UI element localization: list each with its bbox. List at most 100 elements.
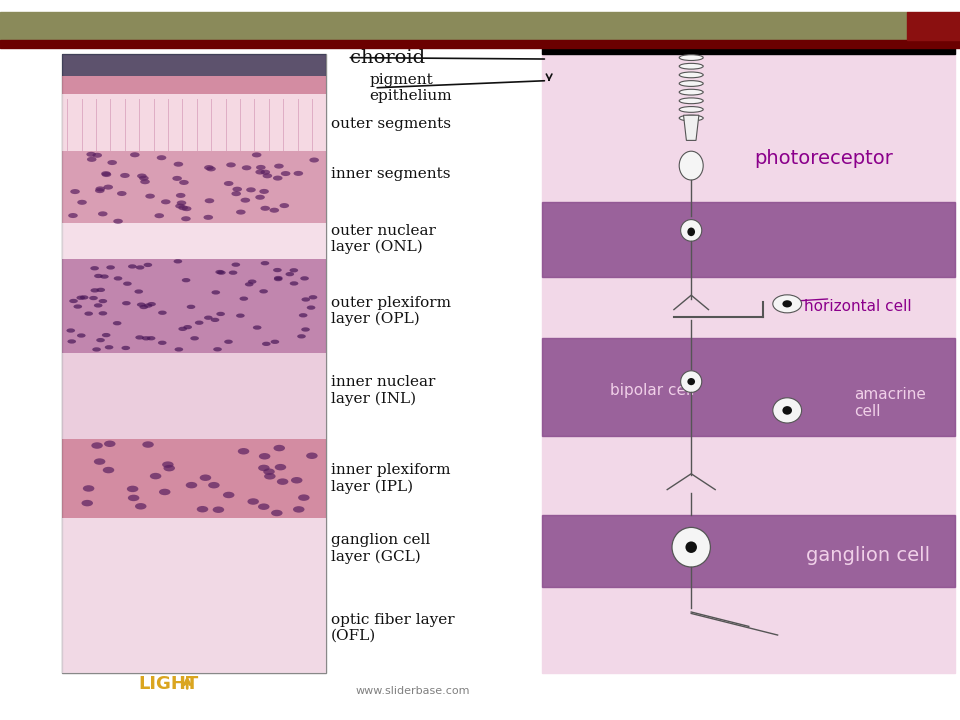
Ellipse shape	[291, 477, 302, 484]
Ellipse shape	[128, 495, 139, 501]
Ellipse shape	[113, 321, 122, 325]
Ellipse shape	[204, 165, 214, 170]
Ellipse shape	[176, 193, 185, 198]
Ellipse shape	[274, 445, 285, 451]
Ellipse shape	[208, 482, 220, 488]
Ellipse shape	[77, 333, 85, 338]
Ellipse shape	[281, 171, 291, 176]
Ellipse shape	[298, 334, 306, 338]
Ellipse shape	[679, 63, 703, 69]
Ellipse shape	[263, 469, 275, 475]
Ellipse shape	[94, 303, 103, 307]
Ellipse shape	[236, 313, 245, 318]
Ellipse shape	[275, 464, 286, 470]
Ellipse shape	[68, 213, 78, 218]
Ellipse shape	[259, 453, 271, 459]
Ellipse shape	[128, 264, 136, 269]
Ellipse shape	[213, 506, 225, 513]
Ellipse shape	[122, 346, 131, 350]
Ellipse shape	[104, 441, 115, 447]
Ellipse shape	[163, 465, 175, 472]
Ellipse shape	[306, 452, 318, 459]
Ellipse shape	[258, 503, 270, 510]
Ellipse shape	[70, 189, 80, 194]
Bar	[0, 40, 960, 48]
Text: ganglion cell
layer (GCL): ganglion cell layer (GCL)	[331, 534, 430, 564]
Ellipse shape	[181, 278, 190, 282]
Bar	[62, 94, 326, 151]
Ellipse shape	[173, 176, 182, 181]
Bar	[907, 12, 960, 40]
Ellipse shape	[158, 310, 167, 315]
Ellipse shape	[256, 165, 266, 170]
Ellipse shape	[223, 492, 234, 498]
Text: LIGHT: LIGHT	[138, 675, 198, 693]
Ellipse shape	[144, 263, 153, 267]
Ellipse shape	[139, 305, 148, 309]
Ellipse shape	[248, 279, 256, 284]
Ellipse shape	[95, 188, 105, 193]
Ellipse shape	[183, 325, 192, 329]
Ellipse shape	[245, 282, 253, 287]
Text: choroid: choroid	[350, 49, 425, 67]
Ellipse shape	[206, 166, 216, 171]
Ellipse shape	[142, 441, 154, 448]
Ellipse shape	[773, 295, 802, 312]
Ellipse shape	[276, 478, 288, 485]
Ellipse shape	[174, 162, 183, 167]
Ellipse shape	[103, 467, 114, 473]
Ellipse shape	[679, 98, 703, 104]
Ellipse shape	[90, 266, 99, 271]
Bar	[542, 202, 955, 277]
Ellipse shape	[246, 187, 255, 192]
Ellipse shape	[134, 289, 143, 294]
Ellipse shape	[274, 277, 282, 282]
Ellipse shape	[102, 333, 110, 337]
Bar	[62, 223, 326, 259]
Ellipse shape	[117, 191, 127, 196]
Ellipse shape	[217, 271, 226, 275]
Ellipse shape	[84, 312, 93, 316]
Ellipse shape	[236, 210, 246, 215]
Ellipse shape	[185, 482, 197, 488]
Text: inner plexiform
layer (IPL): inner plexiform layer (IPL)	[331, 464, 450, 494]
Text: amacrine
cell: amacrine cell	[854, 387, 926, 419]
Ellipse shape	[69, 299, 78, 303]
Ellipse shape	[307, 305, 316, 310]
Ellipse shape	[274, 276, 282, 280]
Ellipse shape	[200, 474, 211, 481]
Ellipse shape	[204, 315, 213, 320]
Bar	[62, 54, 326, 673]
Ellipse shape	[108, 160, 117, 165]
Text: inner segments: inner segments	[331, 167, 450, 181]
Bar	[0, 12, 907, 40]
Ellipse shape	[190, 336, 199, 341]
Ellipse shape	[299, 495, 310, 501]
Ellipse shape	[262, 342, 271, 346]
Ellipse shape	[135, 503, 147, 510]
Ellipse shape	[679, 55, 703, 60]
Ellipse shape	[147, 302, 156, 306]
Ellipse shape	[782, 300, 792, 307]
Ellipse shape	[687, 228, 695, 236]
Ellipse shape	[271, 340, 279, 344]
Ellipse shape	[176, 204, 185, 209]
Ellipse shape	[241, 198, 251, 203]
Ellipse shape	[180, 180, 189, 185]
Text: outer nuclear
layer (ONL): outer nuclear layer (ONL)	[331, 224, 436, 254]
Ellipse shape	[210, 318, 219, 322]
Bar	[62, 54, 326, 76]
Text: optic fiber layer
(OFL): optic fiber layer (OFL)	[331, 613, 455, 643]
Text: outer segments: outer segments	[331, 117, 451, 131]
Ellipse shape	[77, 199, 86, 204]
Ellipse shape	[309, 158, 319, 163]
Bar	[62, 439, 326, 518]
Ellipse shape	[107, 265, 115, 269]
Ellipse shape	[181, 216, 191, 221]
Ellipse shape	[94, 274, 103, 278]
Bar	[542, 338, 955, 436]
Ellipse shape	[147, 336, 156, 341]
Ellipse shape	[96, 288, 105, 292]
Ellipse shape	[231, 191, 241, 196]
Ellipse shape	[231, 263, 240, 267]
